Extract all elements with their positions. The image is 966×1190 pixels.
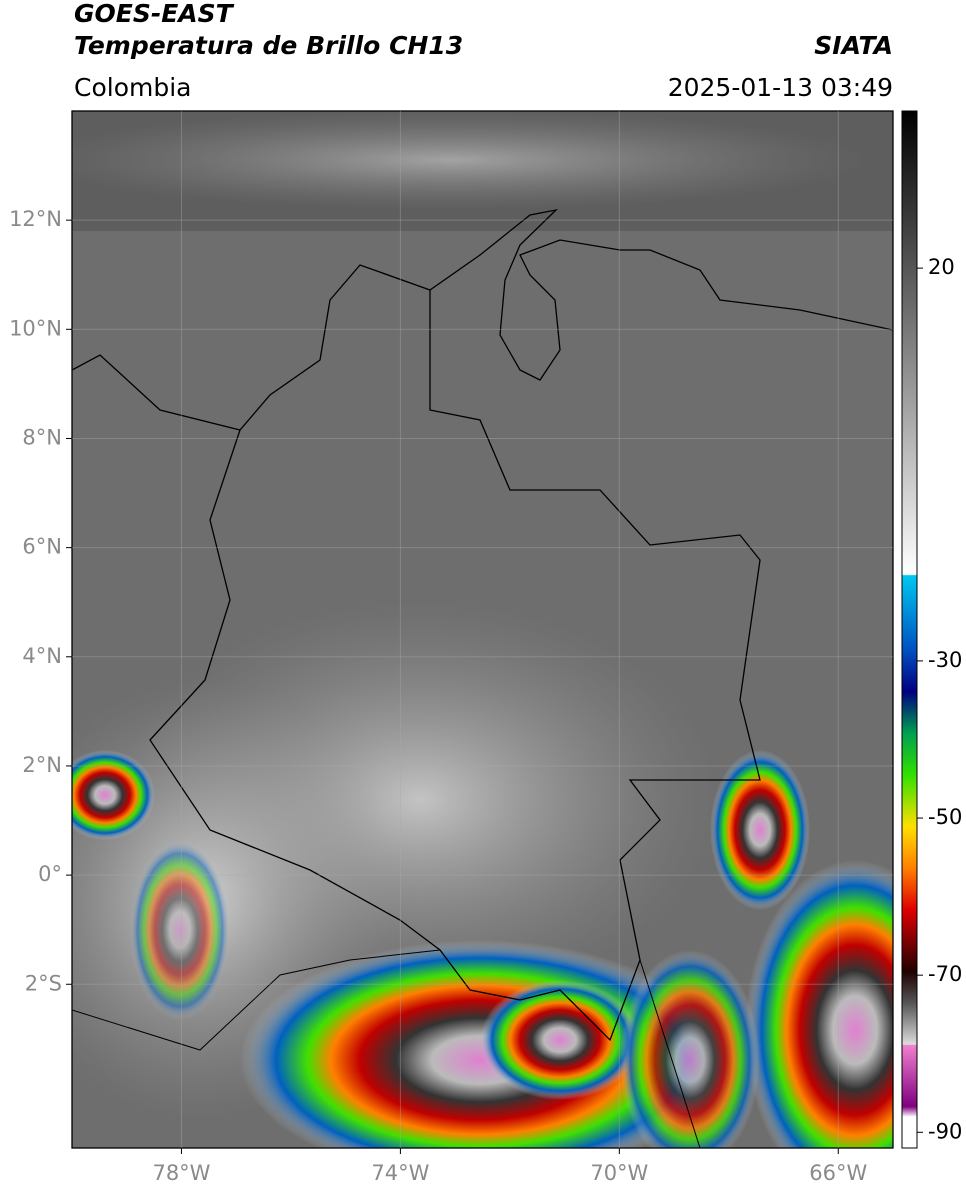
- x-tick-label: 78°W: [152, 1161, 210, 1185]
- region: Colombia: [74, 73, 191, 102]
- colorbar-tick-label: -70: [928, 962, 962, 986]
- y-tick-label: 4°N: [22, 644, 62, 668]
- x-tick-label: 66°W: [809, 1161, 867, 1185]
- map-frame: [71, 110, 894, 1149]
- y-tick-label: 2°S: [25, 971, 62, 995]
- source: SIATA: [814, 31, 893, 60]
- x-tick-label: 74°W: [371, 1161, 429, 1185]
- title: GOES-EAST: [74, 0, 235, 28]
- x-tick-label: 70°W: [590, 1161, 648, 1185]
- colorbar-tick-label: 20: [928, 255, 955, 279]
- subtitle: Temperatura de Brillo CH13: [74, 31, 463, 60]
- colorbar: [901, 110, 918, 1149]
- satellite-image: [72, 111, 893, 1148]
- colorbar-tick-label: -90: [928, 1119, 962, 1143]
- colorbar-tick-label: -30: [928, 648, 962, 672]
- colorbar-tick-label: -50: [928, 805, 962, 829]
- y-tick-label: 0°: [38, 862, 62, 886]
- y-tick-label: 12°N: [9, 207, 62, 231]
- y-tick-label: 6°N: [22, 535, 62, 559]
- y-tick-label: 8°N: [22, 425, 62, 449]
- y-tick-label: 2°N: [22, 753, 62, 777]
- y-tick-label: 10°N: [9, 316, 62, 340]
- timestamp: 2025-01-13 03:49: [668, 73, 893, 102]
